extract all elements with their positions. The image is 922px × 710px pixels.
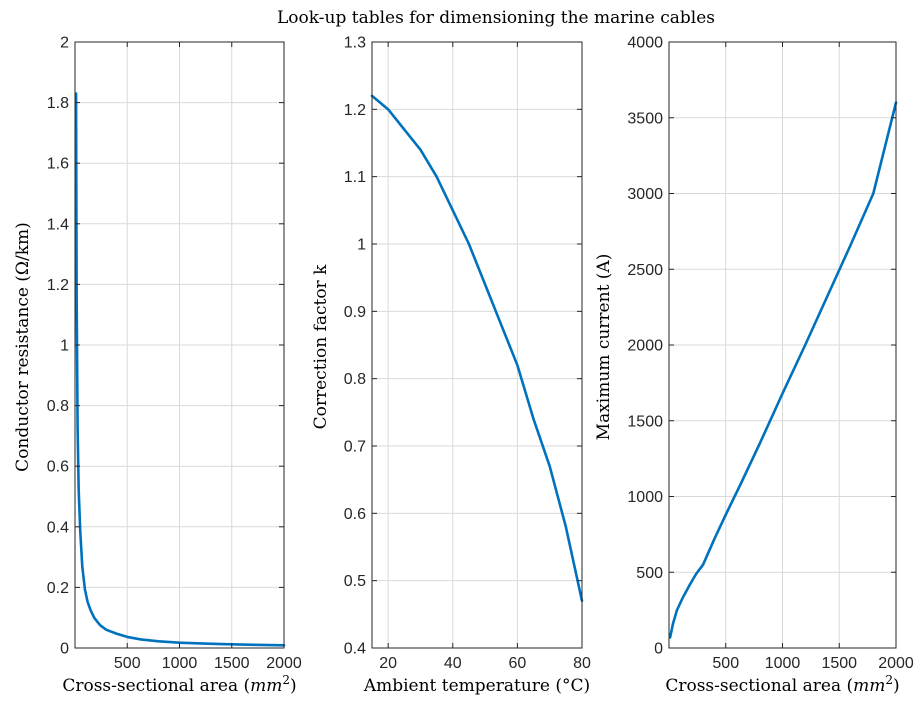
x-axis-label-text: Cross-sectional area ( bbox=[62, 676, 250, 696]
x-axis-label-text: Cross-sectional area ( bbox=[665, 676, 853, 696]
figure-title: Look-up tables for dimensioning the mari… bbox=[277, 8, 715, 28]
x-axis-label-close: ) bbox=[290, 676, 297, 696]
chart-panel-3: 500 1000 1500 2000 0 500 1000 1500 2000 2500 3000 3… bbox=[594, 35, 914, 697]
x-axis-label-superscript: 2 bbox=[282, 673, 290, 687]
y-tick-label: 1500 bbox=[627, 413, 663, 430]
y-tick-label: 0 bbox=[654, 641, 663, 658]
y-tick-label: 1.2 bbox=[344, 102, 366, 119]
y-tick-label: 2000 bbox=[627, 338, 663, 355]
y-tick-label: 1.6 bbox=[47, 156, 69, 173]
y-tick-label: 0.9 bbox=[344, 304, 366, 321]
y-tick-label: 1.1 bbox=[344, 169, 366, 186]
y-tick-label: 0.4 bbox=[47, 519, 69, 536]
y-tick-label: 0.4 bbox=[344, 641, 366, 658]
y-tick-label: 1.2 bbox=[47, 277, 69, 294]
y-axis-label: Maximum current (A) bbox=[594, 254, 614, 441]
y-tick-label: 500 bbox=[636, 565, 663, 582]
x-axis-label-close: ) bbox=[893, 676, 900, 696]
y-tick-label: 3000 bbox=[627, 186, 663, 203]
y-tick-label: 1.4 bbox=[47, 216, 69, 233]
y-tick-label: 3500 bbox=[627, 110, 663, 127]
y-tick-label: 2500 bbox=[627, 262, 663, 279]
series-line-1 bbox=[668, 101, 898, 639]
y-tick-label: 0.7 bbox=[344, 439, 366, 456]
y-tick-label: 1000 bbox=[627, 489, 663, 506]
chart-panel-1: 500 1000 1500 2000 0 0.2 0.4 0.6 0.8 1 1.2 1.4 1.6 1.… bbox=[13, 35, 302, 697]
series-line-1 bbox=[370, 94, 584, 603]
charts-container: 500 1000 1500 200000.20.40.60.811.21.41.61.… bbox=[13, 35, 914, 697]
y-tick-label: 1 bbox=[60, 338, 69, 355]
x-tick-label: 1500 bbox=[821, 655, 857, 672]
y-tick-label: 0.6 bbox=[344, 506, 366, 523]
y-tick-label: 1 bbox=[357, 237, 366, 254]
x-axis-label: Cross-sectional area (mm2) bbox=[62, 673, 296, 696]
x-axis-label-math: mm bbox=[250, 676, 282, 696]
y-axis-label: Conductor resistance (Ω/km) bbox=[13, 222, 33, 472]
y-tick-label: 2 bbox=[60, 35, 69, 52]
y-tick-label: 0.8 bbox=[344, 371, 366, 388]
x-tick-label: 40 bbox=[444, 655, 462, 672]
y-tick-label: 1.8 bbox=[47, 95, 69, 112]
plot-area bbox=[372, 42, 582, 648]
x-tick-label: 500 bbox=[114, 655, 141, 672]
x-tick-label: 2000 bbox=[878, 655, 914, 672]
y-tick-label: 1.3 bbox=[344, 35, 366, 52]
series-line-1 bbox=[74, 92, 286, 647]
y-tick-label: 0.2 bbox=[47, 580, 69, 597]
x-tick-label: 20 bbox=[379, 655, 397, 672]
x-tick-label: 1500 bbox=[214, 655, 250, 672]
y-tick-label: 0.6 bbox=[47, 459, 69, 476]
y-tick-label: 0.5 bbox=[344, 573, 366, 590]
x-tick-label: 1000 bbox=[765, 655, 801, 672]
chart-panel-2: 20 40 60 80 0.4 0.5 0.6 0.7 0.8 0.9 1 1.1 1.2 1.3 Ambi… bbox=[311, 35, 591, 697]
axes-box bbox=[371, 41, 583, 649]
x-tick-label: 1000 bbox=[162, 655, 198, 672]
x-tick-label: 500 bbox=[712, 655, 739, 672]
y-axis-label: Correction factor k bbox=[311, 264, 331, 429]
y-tick-label: 0.8 bbox=[47, 398, 69, 415]
x-axis-label: Cross-sectional area (mm2) bbox=[665, 673, 899, 696]
x-axis-label-superscript: 2 bbox=[885, 673, 893, 687]
x-axis-label: Ambient temperature (°C) bbox=[363, 676, 590, 696]
y-tick-label: 0 bbox=[60, 641, 69, 658]
x-tick-label: 60 bbox=[508, 655, 526, 672]
x-axis-label-math: mm bbox=[853, 676, 885, 696]
x-tick-label: 80 bbox=[573, 655, 591, 672]
y-tick-label: 4000 bbox=[627, 35, 663, 52]
x-tick-label: 2000 bbox=[266, 655, 302, 672]
